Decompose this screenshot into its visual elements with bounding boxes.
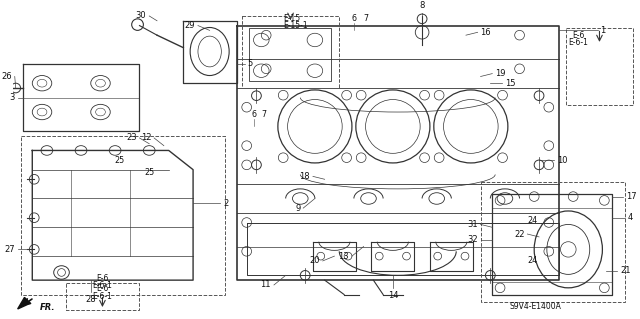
Text: 2: 2: [223, 199, 228, 208]
Bar: [566, 28, 632, 105]
Text: 6: 6: [351, 14, 356, 23]
Text: 14: 14: [388, 291, 398, 300]
Text: E-15-1: E-15-1: [284, 21, 308, 30]
Text: FR.: FR.: [40, 302, 56, 312]
Text: 27: 27: [4, 245, 15, 254]
Text: 1: 1: [600, 26, 605, 35]
Text: 5: 5: [248, 60, 253, 69]
Text: 21: 21: [620, 266, 630, 275]
Text: E-6: E-6: [572, 31, 584, 40]
Text: 19: 19: [495, 69, 506, 78]
Text: 3: 3: [10, 93, 15, 102]
Text: 20: 20: [309, 256, 320, 265]
Text: 25: 25: [115, 156, 125, 165]
Text: 11: 11: [260, 280, 271, 289]
Text: 17: 17: [626, 192, 636, 201]
Text: 23: 23: [126, 133, 136, 143]
Text: 4: 4: [628, 213, 633, 222]
Text: E-6-1: E-6-1: [93, 292, 113, 301]
Text: 6: 6: [252, 110, 257, 119]
Text: 28: 28: [86, 294, 96, 304]
Text: 7: 7: [262, 110, 267, 119]
Bar: [20, 136, 225, 294]
Text: E-6-1: E-6-1: [568, 38, 588, 47]
Text: 24: 24: [527, 256, 538, 265]
Text: 18: 18: [300, 172, 310, 181]
Text: E-6: E-6: [96, 284, 109, 293]
Text: 7: 7: [363, 14, 368, 23]
Bar: [67, 283, 140, 310]
Text: 13: 13: [339, 252, 349, 261]
Text: E-15: E-15: [284, 14, 301, 23]
Polygon shape: [18, 297, 30, 309]
Text: 24: 24: [527, 216, 538, 225]
Text: 31: 31: [467, 220, 477, 229]
Text: E-6-1: E-6-1: [93, 281, 113, 290]
Text: 25: 25: [144, 168, 154, 177]
Text: 16: 16: [481, 28, 492, 37]
Text: 30: 30: [136, 11, 147, 20]
Text: 10: 10: [557, 156, 567, 165]
Text: 22: 22: [514, 230, 524, 239]
Text: 8: 8: [419, 1, 425, 10]
Bar: [248, 28, 332, 81]
Text: S9V4-E1400A: S9V4-E1400A: [510, 301, 562, 311]
Text: E-6: E-6: [96, 274, 109, 283]
Text: 26: 26: [1, 72, 12, 81]
Bar: [481, 182, 625, 302]
Bar: [242, 16, 339, 88]
Text: 29: 29: [184, 21, 195, 30]
Text: 9: 9: [295, 204, 300, 212]
Text: 12: 12: [141, 133, 151, 143]
Text: 15: 15: [505, 79, 515, 88]
Text: 32: 32: [467, 235, 477, 244]
